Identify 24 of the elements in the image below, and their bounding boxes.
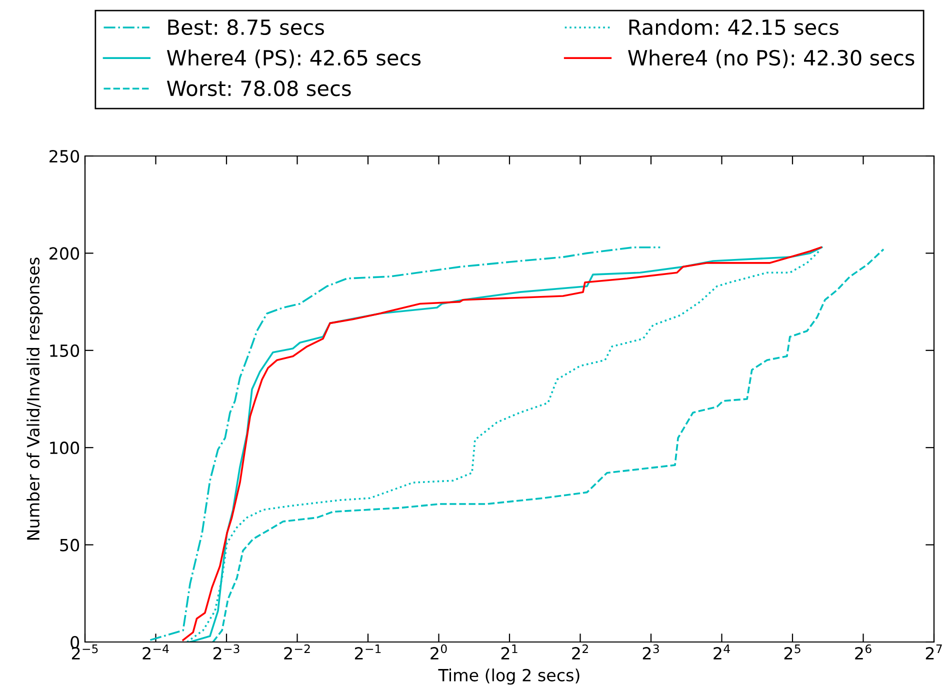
- y-axis-title: Number of Valid/Invalid responses: [26, 258, 43, 540]
- x-tick-label: 2$^{3}$: [642, 644, 659, 660]
- y-tick-label: 200: [50, 247, 80, 260]
- x-tick-label: 2$^{−4}$: [142, 644, 169, 660]
- legend-label: Where4 (no PS): 42.30 secs: [628, 50, 914, 68]
- x-tick-label: 2$^{2}$: [572, 644, 588, 660]
- x-tick-label: 2$^{5}$: [784, 644, 800, 660]
- legend-label: Best: 8.75 secs: [168, 19, 324, 36]
- x-tick-label: 2$^{4}$: [714, 644, 730, 660]
- x-tick-label: 2$^{−1}$: [354, 644, 381, 660]
- legend-label: Where4 (PS): 42.65 secs: [166, 50, 421, 68]
- x-tick-label: 2$^{−3}$: [213, 644, 240, 660]
- x-tick-label: 2$^{6}$: [855, 644, 872, 660]
- x-axis-title: Time (log 2 secs): [438, 668, 580, 685]
- x-tick-label: 2$^{−2}$: [284, 644, 310, 660]
- y-tick-label: 50: [60, 538, 80, 552]
- x-tick-label: 2$^{0}$: [430, 644, 447, 660]
- legend-label: Random: 42.15 secs: [629, 18, 838, 36]
- x-tick-label: 2$^{1}$: [501, 644, 518, 660]
- x-tick-label: 2$^{7}$: [926, 644, 942, 660]
- y-tick-label: 100: [50, 442, 80, 454]
- legend-label: Worst: 78.08 secs: [166, 80, 351, 96]
- y-tick-label: 250: [50, 150, 80, 163]
- y-tick-label: 150: [50, 344, 80, 357]
